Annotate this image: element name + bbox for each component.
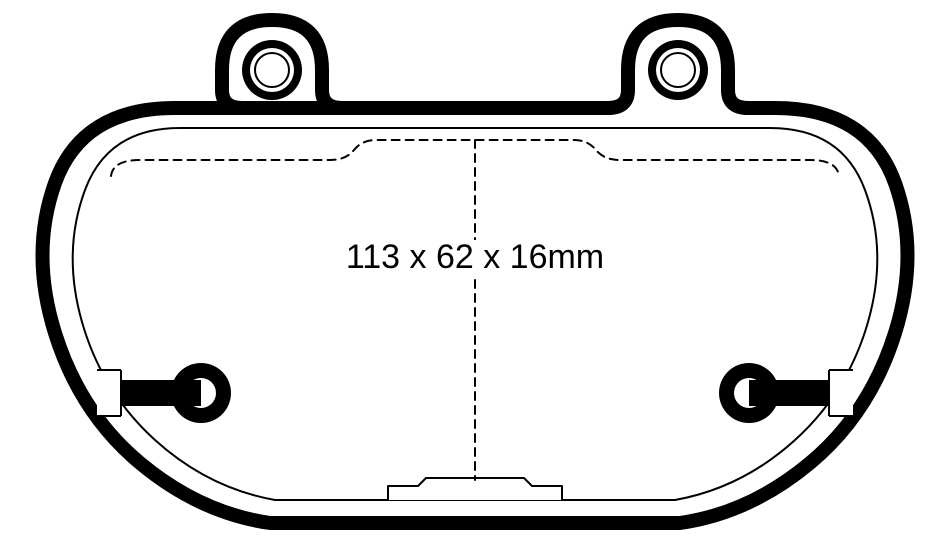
dimension-label: 113 x 62 x 16mm [346, 238, 604, 276]
brake-pad-outline: 113 x 62 x 16mm [0, 0, 950, 560]
mounting-hole-right [656, 48, 700, 92]
grommet-left [97, 363, 231, 423]
mounting-hole-left [250, 48, 294, 92]
grommet-right [719, 363, 853, 423]
inner-contour-notch [388, 478, 562, 500]
diagram-canvas: 113 x 62 x 16mm [0, 0, 950, 560]
